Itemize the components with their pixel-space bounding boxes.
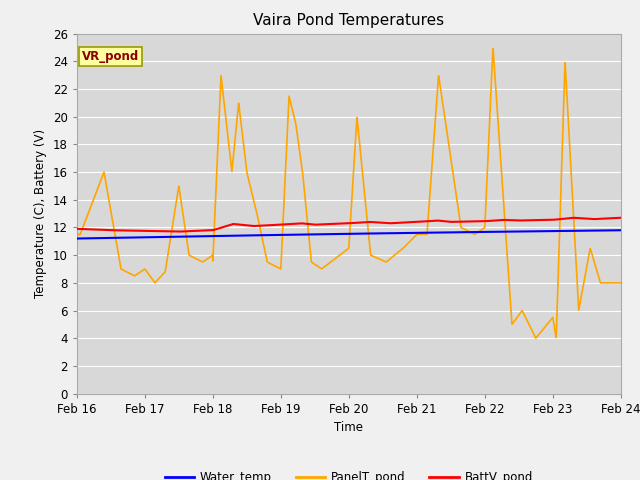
Title: Vaira Pond Temperatures: Vaira Pond Temperatures [253,13,444,28]
Y-axis label: Temperature (C), Battery (V): Temperature (C), Battery (V) [34,129,47,298]
X-axis label: Time: Time [334,421,364,434]
Text: VR_pond: VR_pond [82,50,140,63]
Legend: Water_temp, PanelT_pond, BattV_pond: Water_temp, PanelT_pond, BattV_pond [160,466,538,480]
